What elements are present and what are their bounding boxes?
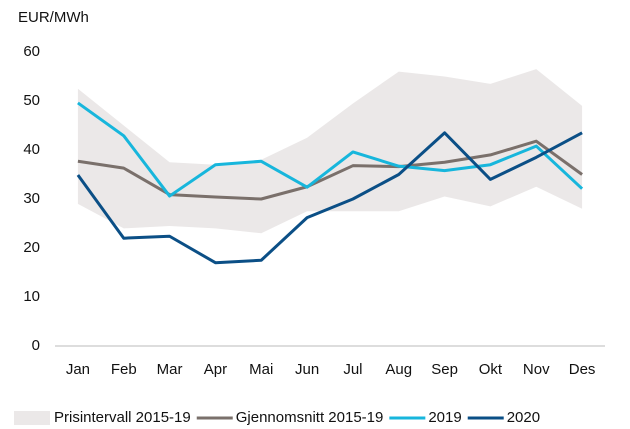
x-tick-label: Des xyxy=(569,361,596,378)
y-tick-label: 30 xyxy=(23,190,40,207)
x-tick-label: Jul xyxy=(343,361,362,378)
x-tick-label: Mai xyxy=(249,361,273,378)
y-axis-label: EUR/MWh xyxy=(18,9,89,26)
legend-label: Gjennomsnitt 2015-19 xyxy=(236,409,384,426)
y-tick-label: 0 xyxy=(32,337,40,354)
line xyxy=(77,139,583,201)
x-tick-label: Apr xyxy=(204,361,227,378)
x-tick-label: Nov xyxy=(523,361,550,378)
legend-label: 2020 xyxy=(507,409,540,426)
legend-swatch xyxy=(14,411,50,425)
y-tick-label: 20 xyxy=(23,239,40,256)
y-tick-label: 60 xyxy=(23,43,40,60)
x-tick-label: Mar xyxy=(157,361,183,378)
y-tick-label: 40 xyxy=(23,141,40,158)
x-tick-label: Feb xyxy=(111,361,137,378)
line xyxy=(76,131,583,265)
legend-label: 2019 xyxy=(428,409,461,426)
x-tick-label: Jan xyxy=(66,361,90,378)
price-range-area xyxy=(77,69,583,234)
line xyxy=(77,101,584,198)
y-tick-label: 10 xyxy=(23,288,40,305)
x-tick-label: Jun xyxy=(295,361,319,378)
x-tick-label: Sep xyxy=(431,361,458,378)
legend-label: Prisintervall 2015-19 xyxy=(54,409,191,426)
x-tick-label: Okt xyxy=(479,361,503,378)
x-tick-label: Aug xyxy=(385,361,412,378)
y-tick-label: 50 xyxy=(23,92,40,109)
